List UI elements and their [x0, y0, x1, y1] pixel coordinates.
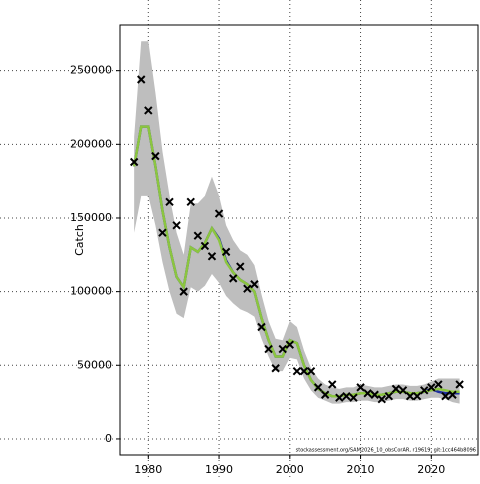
x-tick-label: 2000: [276, 463, 304, 476]
observation: [250, 280, 259, 289]
observation: [384, 392, 394, 401]
observation: [356, 383, 365, 392]
y-tick-label: 50000: [77, 358, 112, 371]
observation: [405, 392, 415, 401]
observation: [398, 386, 408, 395]
observation: [328, 380, 337, 389]
observation: [313, 383, 323, 392]
observation: [292, 366, 302, 376]
y-tick-label: 200000: [70, 137, 112, 150]
observation: [434, 380, 443, 389]
observation: [200, 241, 210, 251]
observation: [441, 392, 450, 401]
observation: [448, 390, 457, 399]
observation: [391, 384, 401, 394]
observation: [271, 364, 280, 373]
observation: [151, 151, 160, 161]
observation: [285, 340, 295, 349]
plot-frame: [119, 24, 479, 456]
y-tick-label: 100000: [70, 285, 112, 298]
observation: [129, 157, 139, 167]
observation: [377, 394, 386, 404]
observation: [221, 247, 231, 257]
x-tick-label: 1990: [205, 463, 233, 476]
observation: [299, 366, 309, 376]
observation: [186, 197, 195, 206]
observation: [207, 252, 217, 261]
x-tick-label: 2010: [347, 463, 375, 476]
observation: [306, 366, 316, 376]
y-axis-label: Catch: [73, 224, 86, 256]
observation: [243, 284, 252, 293]
observation: [179, 287, 188, 296]
observation: [349, 393, 358, 402]
observation: [228, 274, 238, 283]
observation: [370, 390, 379, 399]
x-tick-label: 2020: [417, 463, 445, 476]
observation: [257, 322, 266, 332]
observation: [172, 221, 181, 230]
observation: [427, 383, 436, 392]
confidence-band: [134, 41, 460, 404]
observation: [165, 197, 174, 206]
observation: [420, 386, 429, 395]
observation: [158, 228, 167, 237]
observation: [214, 209, 224, 218]
y-tick-label: 250000: [70, 64, 112, 77]
x-tick-label: 1980: [134, 463, 162, 476]
observation: [144, 106, 153, 115]
observation: [236, 262, 245, 271]
observation: [264, 344, 273, 354]
observation: [193, 231, 203, 240]
observation: [342, 392, 351, 401]
observation: [137, 75, 146, 84]
observation: [363, 389, 372, 398]
y-tick-label: 150000: [70, 211, 112, 224]
observation: [335, 393, 344, 402]
footnote: stockassessment.org/SAM2026_10_obsCorAR,…: [296, 448, 476, 454]
observation: [320, 390, 330, 399]
y-tick-label: 0: [105, 432, 112, 445]
observation: [455, 380, 464, 389]
observation: [412, 392, 422, 401]
observation: [278, 344, 287, 354]
